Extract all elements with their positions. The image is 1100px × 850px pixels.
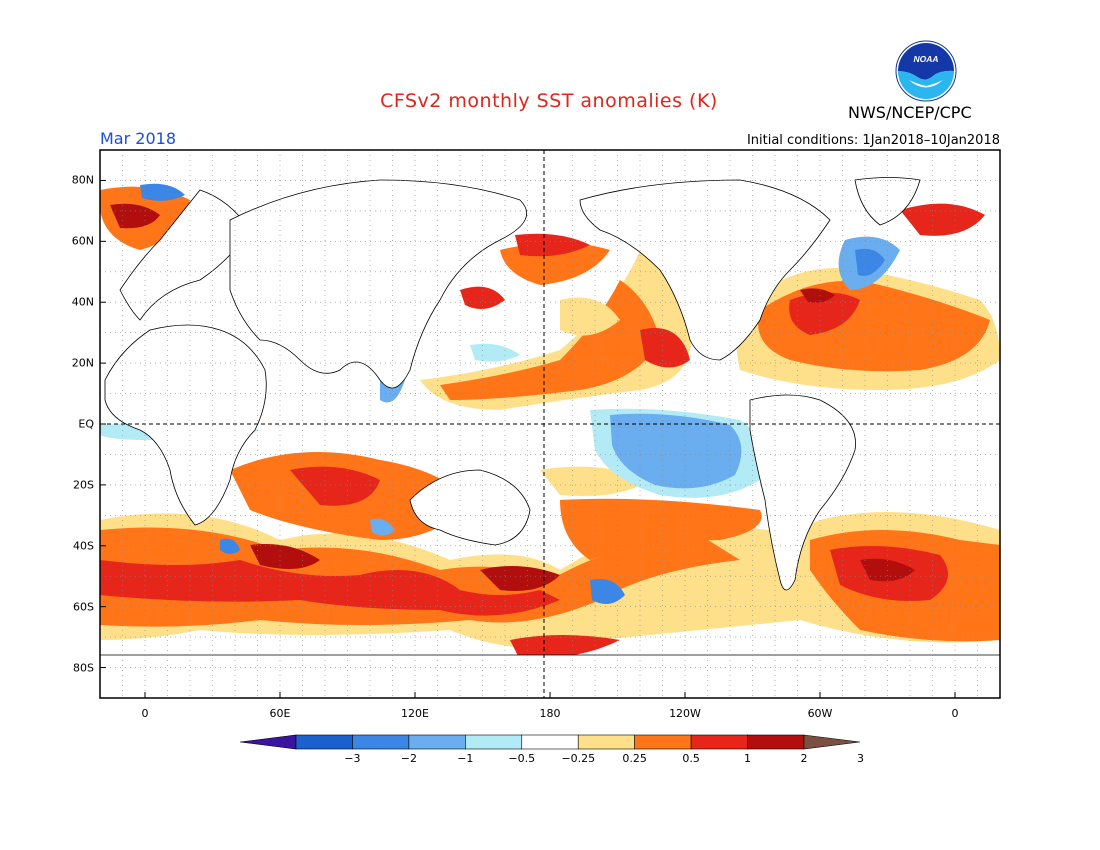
lat-label: EQ	[78, 417, 94, 431]
lat-label: 60N	[71, 234, 94, 248]
colorbar-swatch	[577, 734, 635, 750]
lat-label: 40S	[73, 539, 94, 553]
lon-label: 60E	[269, 707, 291, 720]
colorbar-swatch	[634, 734, 692, 750]
lat-label: 80N	[71, 173, 94, 187]
colorbar-label: 0.25	[622, 752, 647, 765]
colorbar-label: −2	[400, 752, 417, 765]
colorbar-label: 1	[744, 752, 752, 765]
svg-text:NOAA: NOAA	[913, 54, 938, 64]
colorbar-swatch	[690, 734, 748, 750]
colorbar-label: −0.5	[508, 752, 536, 765]
noaa-logo: NOAA	[895, 40, 957, 102]
initial-conditions-label: Initial conditions: 1Jan2018–10Jan2018	[746, 133, 1000, 148]
graticule	[100, 150, 1000, 698]
colorbar-label: 2	[800, 752, 808, 765]
colorbar-swatch	[295, 734, 353, 750]
lat-label: 60S	[73, 600, 94, 614]
colorbar-swatch	[465, 734, 523, 750]
colorbar-label: 3	[856, 752, 864, 765]
lon-label: 120E	[401, 707, 429, 720]
lon-label: 0	[951, 707, 959, 720]
lon-label: 180	[539, 707, 561, 720]
colorbar	[239, 734, 861, 750]
colorbar-high-arrow	[803, 734, 861, 750]
colorbar-low-arrow	[239, 734, 297, 750]
chart-title: CFSv2 monthly SST anomalies (K)	[380, 90, 718, 112]
agency-label: NWS/NCEP/CPC	[848, 103, 972, 122]
colorbar-swatch	[408, 734, 466, 750]
colorbar-label: −0.25	[561, 752, 596, 765]
month-label: Mar 2018	[100, 129, 176, 148]
lat-label: 40N	[71, 295, 94, 309]
lon-label: 120W	[669, 707, 701, 720]
colorbar-label: −3	[344, 752, 361, 765]
lat-label: 20N	[71, 356, 94, 370]
lon-label: 60W	[807, 707, 833, 720]
colorbar-label: −1	[457, 752, 474, 765]
colorbar-swatch	[352, 734, 410, 750]
colorbar-label: 0.5	[682, 752, 700, 765]
colorbar-swatch	[747, 734, 805, 750]
lat-label: 20S	[73, 478, 94, 492]
lat-label: 80S	[73, 661, 94, 675]
colorbar-swatch	[521, 734, 579, 750]
lon-label: 0	[141, 707, 149, 720]
axis-ticks	[100, 179, 956, 698]
